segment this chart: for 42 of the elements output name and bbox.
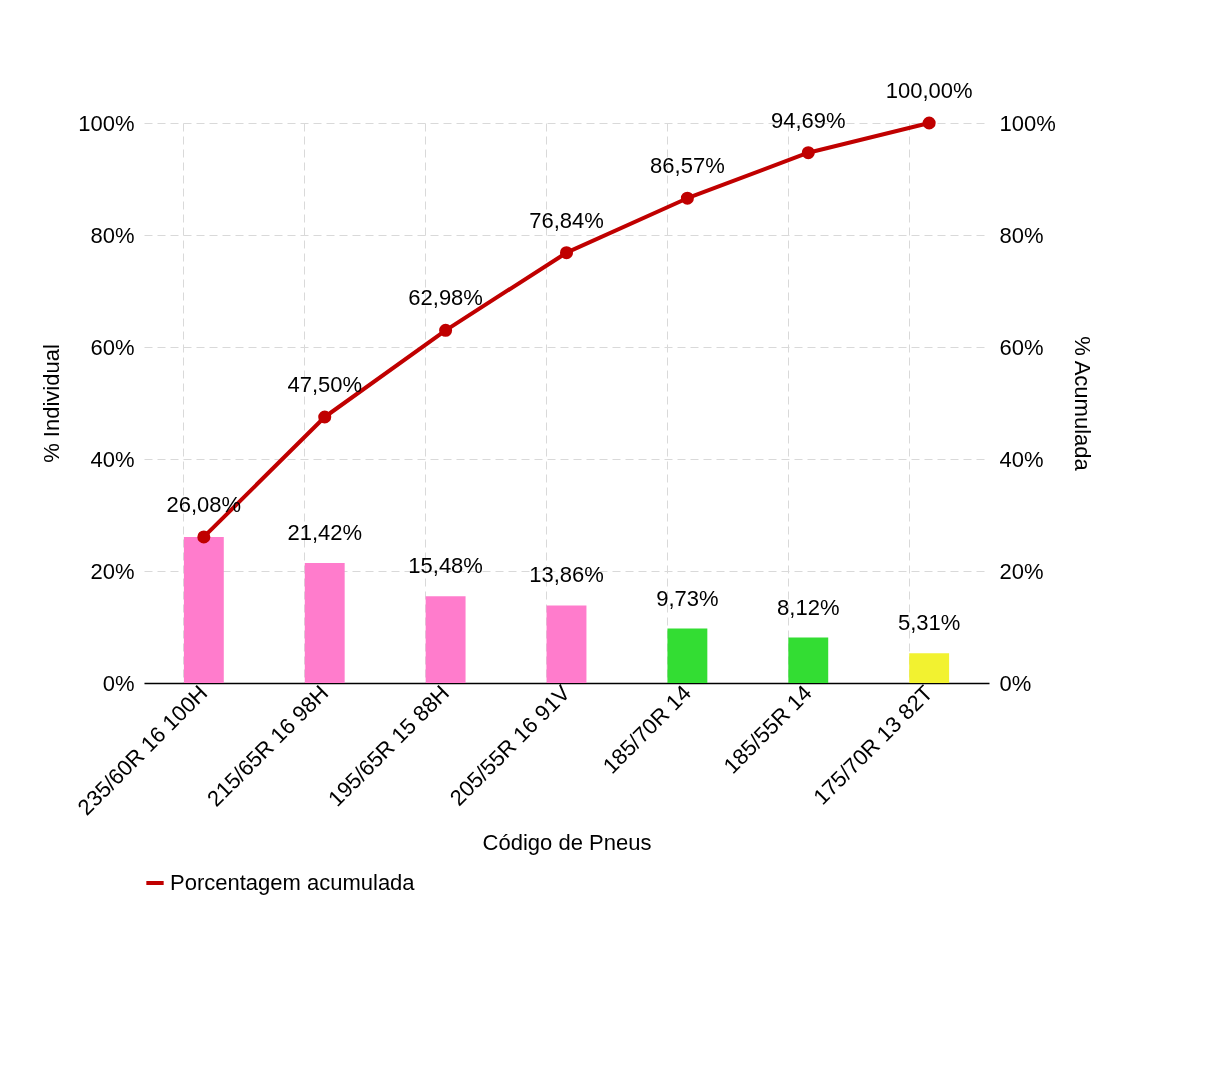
data-label: 15,48% [408, 553, 483, 579]
data-label: 47,50% [287, 372, 363, 397]
bar [183, 536, 224, 683]
y-tick-label: 0% [102, 670, 135, 696]
point [559, 246, 574, 260]
y-tick-label: 40% [90, 446, 135, 472]
data-label: 100,00% [885, 78, 973, 103]
y2-tick-label: 100% [999, 110, 1056, 136]
bar [788, 637, 829, 683]
bar [304, 563, 345, 683]
point [801, 146, 815, 160]
data-label: 86,57% [650, 153, 725, 179]
bar [546, 605, 587, 683]
y2-tick-label: 40% [999, 446, 1044, 472]
data-label: 94,69% [770, 107, 846, 133]
data-label: 76,84% [529, 207, 604, 233]
data-label: 8,12% [777, 594, 840, 620]
data-label: 62,98% [408, 285, 483, 311]
bar [425, 596, 466, 683]
y2-axis-title: % Acumulada [1069, 336, 1095, 472]
bar [909, 653, 950, 683]
data-label: 9,73% [656, 585, 719, 611]
point [680, 191, 694, 205]
bar [667, 628, 708, 683]
y-tick-label: 100% [78, 110, 135, 136]
y2-tick-label: 60% [999, 334, 1044, 360]
point [197, 530, 211, 544]
y2-tick-label: 20% [999, 558, 1044, 584]
data-label: 21,42% [287, 520, 363, 546]
point [318, 410, 332, 424]
data-label: 13,86% [529, 562, 604, 588]
point [922, 116, 936, 130]
y-tick-label: 60% [90, 334, 135, 360]
legend-label: Porcentagem acumulada [170, 870, 416, 895]
y-axis-title: % Individual [39, 344, 65, 463]
data-label: 5,31% [897, 610, 961, 636]
y2-tick-label: 0% [999, 670, 1032, 696]
point [439, 323, 453, 337]
x-axis-title: Código de Pneus [482, 830, 652, 856]
y2-tick-label: 80% [999, 222, 1044, 248]
y-tick-label: 80% [90, 222, 135, 248]
y-tick-label: 20% [90, 558, 135, 584]
